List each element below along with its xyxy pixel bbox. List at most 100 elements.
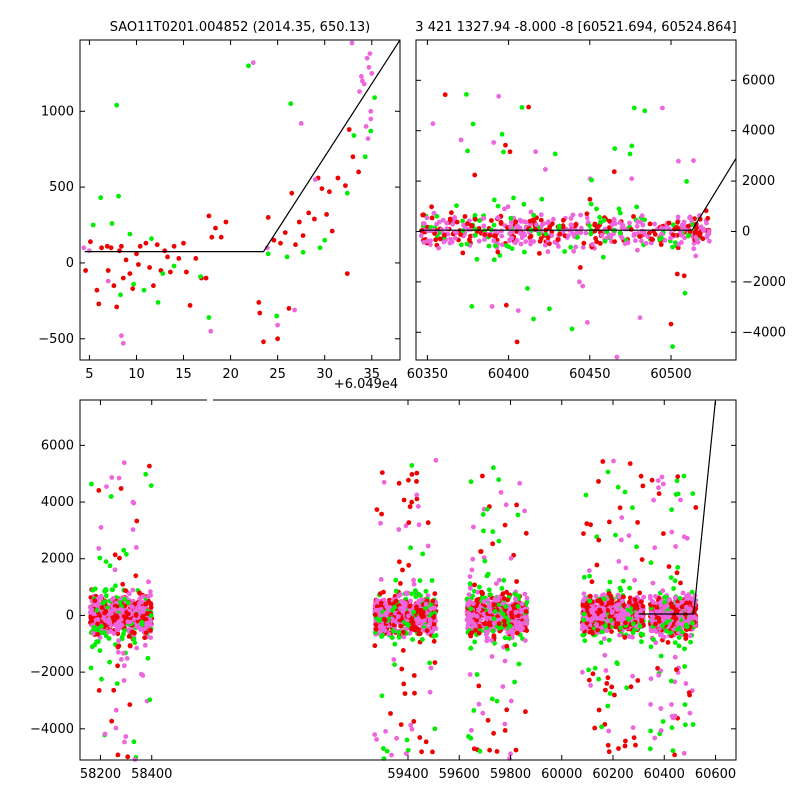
data-point — [424, 628, 430, 633]
data-point — [503, 604, 509, 609]
data-point — [611, 217, 617, 223]
data-point — [423, 601, 429, 607]
data-point — [630, 630, 636, 636]
data-point — [110, 596, 116, 601]
data-point — [585, 320, 590, 325]
panel-top-left-points — [81, 40, 377, 346]
data-point — [120, 608, 125, 613]
data-point — [593, 593, 599, 599]
data-point — [496, 93, 502, 99]
data-point — [551, 216, 556, 222]
data-point — [502, 635, 508, 641]
data-point — [595, 627, 600, 633]
data-point — [119, 657, 124, 662]
data-point — [581, 574, 587, 580]
data-point — [95, 631, 100, 637]
data-point — [590, 630, 595, 636]
data-point — [642, 108, 648, 114]
data-point — [665, 640, 671, 645]
data-point — [589, 177, 594, 183]
data-point — [378, 591, 383, 596]
data-point — [432, 231, 437, 236]
data-point — [547, 224, 553, 229]
data-point — [638, 631, 644, 637]
data-point — [687, 633, 693, 639]
data-point — [617, 612, 623, 617]
data-point — [98, 596, 104, 601]
data-point — [525, 286, 530, 291]
data-point — [627, 151, 633, 157]
data-point — [648, 627, 654, 633]
data-point — [707, 238, 712, 244]
data-point — [609, 684, 615, 690]
data-point — [96, 301, 102, 307]
data-point — [411, 577, 416, 583]
data-point — [668, 678, 674, 684]
data-point — [678, 497, 683, 503]
x-tick-label: 60350 — [407, 367, 448, 382]
y-tick-label: 2000 — [742, 174, 775, 189]
data-point — [500, 684, 506, 689]
data-point — [668, 630, 673, 636]
data-point — [425, 228, 431, 234]
data-point — [519, 105, 525, 110]
data-point — [427, 660, 432, 666]
data-point — [471, 746, 477, 752]
data-point — [598, 640, 604, 645]
data-point — [468, 233, 473, 239]
data-point — [148, 483, 154, 488]
data-point — [681, 750, 687, 756]
data-point — [523, 219, 529, 225]
data-point — [289, 190, 295, 196]
panel-top-right-title: 3 421 1327.94 -8.000 -8 [60521.694, 6052… — [415, 20, 736, 35]
data-point — [652, 221, 657, 227]
data-point — [113, 583, 118, 589]
data-point — [634, 204, 640, 210]
data-point — [705, 232, 710, 238]
data-point — [593, 236, 598, 241]
data-point — [547, 306, 552, 312]
data-point — [408, 545, 413, 551]
data-point — [482, 232, 488, 238]
data-point — [640, 603, 646, 609]
data-point — [94, 607, 100, 613]
data-point — [148, 589, 153, 594]
data-point — [476, 218, 482, 224]
data-point — [119, 333, 124, 339]
data-point — [115, 663, 120, 669]
data-point — [590, 242, 595, 247]
data-point — [476, 701, 482, 707]
data-point — [514, 339, 520, 345]
data-point — [409, 499, 415, 505]
data-point — [448, 236, 453, 242]
data-point — [616, 616, 621, 622]
data-point — [599, 601, 605, 607]
data-point — [542, 242, 548, 248]
data-point — [675, 214, 681, 220]
data-point — [208, 328, 214, 334]
data-point — [141, 609, 147, 615]
data-point — [92, 586, 98, 592]
data-point — [94, 287, 100, 293]
data-point — [388, 711, 393, 716]
data-point — [110, 587, 116, 593]
data-point — [91, 624, 97, 630]
data-point — [386, 631, 392, 637]
data-point — [630, 634, 635, 640]
data-point — [343, 183, 348, 189]
data-point — [286, 306, 292, 311]
data-point — [522, 591, 528, 597]
data-point — [656, 491, 662, 497]
data-point — [594, 206, 599, 212]
data-point — [416, 591, 422, 597]
data-point — [468, 735, 474, 741]
data-point — [602, 636, 607, 641]
data-point — [660, 105, 665, 111]
data-point — [114, 681, 120, 686]
data-point — [349, 40, 355, 46]
data-point — [614, 354, 620, 360]
data-point — [495, 203, 501, 209]
data-point — [584, 211, 590, 217]
data-point — [587, 598, 593, 604]
data-point — [670, 344, 675, 349]
